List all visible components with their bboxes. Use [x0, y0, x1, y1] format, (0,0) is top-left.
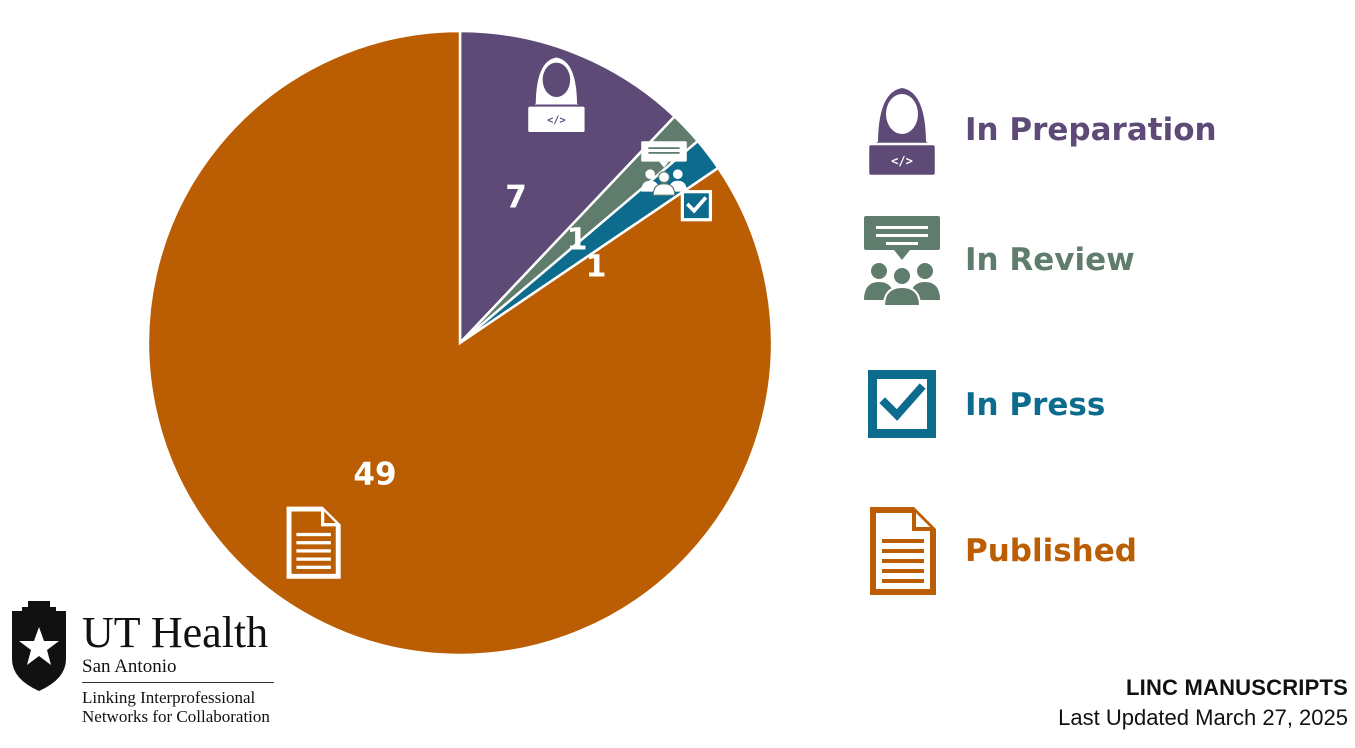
logo-subname: San Antonio: [82, 656, 177, 677]
pie-slice-in-preparation: [458, 29, 677, 347]
slice-value-label: 1: [586, 250, 607, 285]
legend-item-in-preparation: </> In Preparation: [862, 84, 1217, 176]
legend-item-in-review: In Review: [862, 214, 1135, 306]
slice-value-label: 7: [505, 180, 527, 216]
slice-value-label: 49: [353, 457, 396, 493]
coder-icon: </>: [862, 84, 942, 176]
svg-text:</>: </>: [547, 115, 566, 127]
legend-label: Published: [965, 533, 1137, 569]
logo-tagline-1: Linking Interprofessional: [82, 688, 256, 707]
document-icon: [286, 506, 341, 579]
document-icon: [862, 505, 942, 597]
pie-slice-published: [146, 29, 774, 657]
logo-name: UT Health: [82, 608, 269, 657]
checkbox-icon: [862, 359, 942, 451]
coder-icon: </>: [526, 57, 587, 135]
chart-subtitle: Last Updated March 27, 2025: [1058, 705, 1348, 730]
legend-item-in-press: In Press: [862, 359, 1105, 451]
slice-value-label: 1: [567, 223, 588, 258]
chart-title: LINC MANUSCRIPTS: [1126, 675, 1348, 700]
checkbox-icon: [680, 190, 713, 222]
legend-item-published: Published: [862, 505, 1137, 597]
pie-chart: 7 11 49 </>: [146, 29, 774, 657]
svg-text:</>: </>: [891, 154, 913, 168]
ut-health-logo: UT Health San Antonio Linking Interprofe…: [4, 597, 274, 726]
chart-caption: LINC MANUSCRIPTS Last Updated March 27, …: [1058, 675, 1348, 731]
legend-label: In Review: [965, 242, 1135, 278]
review-group-icon: [641, 141, 687, 196]
logo-divider: [82, 682, 274, 683]
logo-tagline-2: Networks for Collaboration: [82, 707, 270, 726]
legend-label: In Press: [965, 387, 1106, 423]
legend-label: In Preparation: [965, 112, 1217, 148]
star-shield-icon: [12, 601, 66, 691]
review-group-icon: [862, 214, 942, 306]
